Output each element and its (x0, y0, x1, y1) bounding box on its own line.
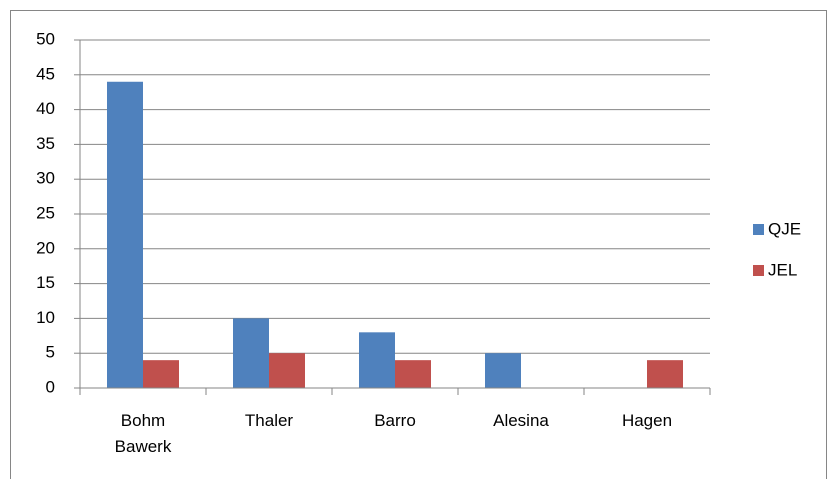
bar (107, 81, 143, 388)
y-tick-label: 25 (36, 203, 55, 222)
bar (647, 360, 683, 388)
bar (143, 360, 179, 388)
bar (359, 332, 395, 388)
x-tick-label: Hagen (621, 411, 673, 430)
y-tick-label: 20 (36, 238, 55, 257)
y-tick-label: 15 (36, 273, 55, 292)
y-tick-label: 35 (36, 134, 55, 153)
y-tick-label: 45 (36, 64, 55, 83)
y-tick-label: 30 (36, 169, 55, 188)
y-tick-label: 10 (36, 308, 55, 327)
y-tick-label: 5 (46, 343, 55, 362)
x-tick-label: Alesina (493, 411, 549, 430)
chart-border (10, 10, 827, 479)
legend-swatch (753, 265, 764, 276)
x-tick-label: Barro (374, 411, 416, 430)
legend-label: JEL (768, 260, 797, 279)
legend-swatch (753, 224, 764, 235)
y-tick-label: 0 (46, 377, 55, 396)
y-tick-label: 40 (36, 99, 55, 118)
legend-label: QJE (768, 219, 801, 238)
bar (233, 318, 269, 388)
bar (269, 353, 305, 388)
y-tick-label: 50 (36, 29, 55, 48)
bar (395, 360, 431, 388)
x-tick-label: Bohm Bawerk (114, 411, 172, 456)
bar (485, 353, 521, 388)
x-tick-label: Thaler (244, 411, 294, 430)
